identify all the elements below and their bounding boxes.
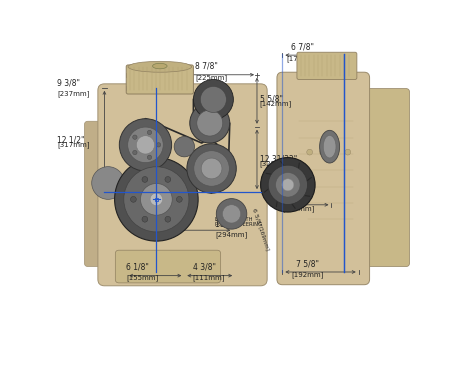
Circle shape [147, 155, 152, 160]
Circle shape [216, 199, 247, 229]
Circle shape [174, 137, 194, 157]
Circle shape [124, 167, 189, 232]
Text: 11 5/8": 11 5/8" [215, 219, 243, 228]
Circle shape [150, 193, 163, 206]
Circle shape [275, 172, 300, 197]
Text: 5 5/8": 5 5/8" [260, 95, 283, 104]
Text: [192mm]: [192mm] [292, 271, 324, 278]
Circle shape [319, 149, 325, 155]
Circle shape [133, 150, 137, 155]
Text: 6 7/8": 6 7/8" [291, 42, 314, 52]
Ellipse shape [323, 135, 336, 158]
Circle shape [176, 197, 182, 202]
Circle shape [115, 158, 198, 241]
Text: [317mm]: [317mm] [57, 142, 90, 148]
Text: [111mm]: [111mm] [193, 274, 225, 281]
Text: [142mm]: [142mm] [260, 100, 292, 107]
Circle shape [147, 130, 152, 135]
Ellipse shape [319, 130, 339, 163]
Circle shape [197, 110, 223, 136]
Circle shape [165, 216, 171, 222]
Circle shape [193, 79, 233, 119]
Text: 6 5/8": 6 5/8" [252, 207, 262, 227]
FancyBboxPatch shape [115, 250, 221, 283]
Text: [329mm]: [329mm] [260, 160, 292, 167]
Circle shape [194, 151, 229, 186]
Bar [155, 198, 158, 201]
Text: [225mm]: [225mm] [195, 74, 228, 81]
Circle shape [142, 176, 148, 182]
Ellipse shape [153, 63, 167, 69]
Text: [155mm]: [155mm] [126, 274, 158, 281]
Circle shape [156, 143, 161, 147]
Text: [294mm]: [294mm] [215, 231, 247, 238]
Circle shape [332, 149, 338, 155]
Circle shape [201, 158, 222, 179]
Circle shape [91, 167, 124, 199]
Text: MODELS WITH: MODELS WITH [215, 217, 253, 222]
FancyBboxPatch shape [277, 72, 370, 285]
Circle shape [282, 179, 294, 191]
Circle shape [222, 205, 241, 223]
Ellipse shape [128, 61, 191, 72]
Circle shape [165, 176, 171, 182]
Text: [237mm]: [237mm] [57, 91, 90, 97]
Text: [159mm]: [159mm] [283, 205, 315, 212]
FancyBboxPatch shape [98, 84, 267, 286]
FancyBboxPatch shape [297, 52, 357, 79]
Text: [174mm]: [174mm] [286, 55, 319, 62]
Circle shape [137, 136, 155, 154]
Circle shape [261, 158, 315, 212]
Text: POWER STEERING: POWER STEERING [215, 222, 262, 227]
FancyBboxPatch shape [84, 121, 117, 266]
Text: [169mm]: [169mm] [257, 225, 270, 251]
Circle shape [190, 103, 230, 143]
Text: 7 5/8": 7 5/8" [296, 259, 319, 268]
Circle shape [187, 144, 236, 193]
Text: 12 1/2": 12 1/2" [57, 136, 85, 145]
Circle shape [345, 149, 351, 155]
Circle shape [128, 127, 163, 163]
FancyBboxPatch shape [126, 65, 193, 94]
Circle shape [140, 183, 172, 215]
Circle shape [133, 135, 137, 139]
Text: 8 7/8": 8 7/8" [195, 61, 218, 70]
Circle shape [142, 216, 148, 222]
FancyBboxPatch shape [351, 89, 410, 266]
Text: 6 1/8": 6 1/8" [126, 263, 149, 272]
Circle shape [268, 165, 308, 205]
Circle shape [307, 149, 312, 155]
Text: 9 3/8": 9 3/8" [57, 79, 80, 88]
Circle shape [130, 197, 137, 202]
Text: 4 3/8": 4 3/8" [193, 263, 216, 272]
Text: 6 1/4": 6 1/4" [283, 192, 305, 201]
Text: 12 31/32": 12 31/32" [260, 155, 297, 164]
Circle shape [119, 119, 172, 171]
Circle shape [201, 86, 227, 112]
